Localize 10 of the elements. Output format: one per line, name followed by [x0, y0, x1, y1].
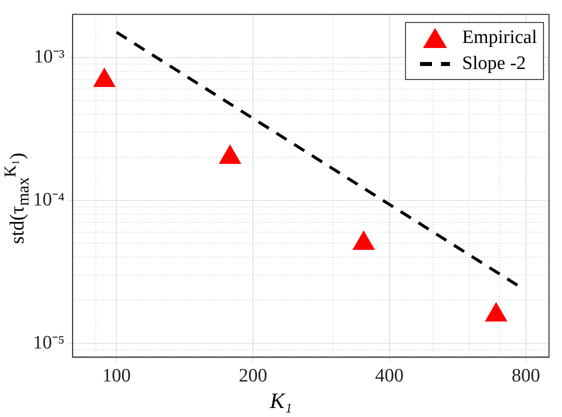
y-tick-label: 10⁻⁴	[33, 189, 65, 210]
x-tick-label: 800	[512, 366, 540, 387]
legend-label: Slope -2	[462, 53, 526, 75]
x-tick-label: 100	[102, 366, 131, 387]
x-axis-title: K₁	[268, 388, 294, 414]
legend-label: Empirical	[462, 27, 537, 49]
x-tick-label: 400	[375, 366, 404, 387]
y-tick-label: 10⁻⁵	[33, 332, 65, 354]
y-tick-label: 10⁻³	[34, 46, 65, 68]
x-tick-label: 200	[238, 366, 268, 387]
